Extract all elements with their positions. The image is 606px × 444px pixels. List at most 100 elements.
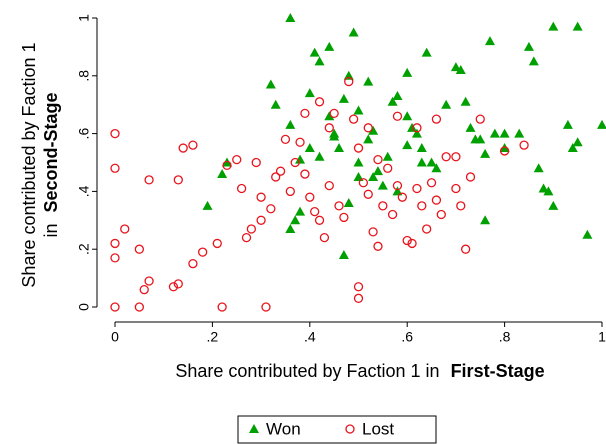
point [285,13,296,22]
point [392,186,403,196]
point [246,224,257,234]
point [285,119,296,129]
y-tick-label: 1 [76,14,92,22]
point [329,128,340,138]
y-label-prefix: in [41,224,61,238]
point [134,244,145,254]
point [285,223,296,233]
point [514,128,525,138]
point [304,88,315,98]
point [363,76,374,86]
y-axis-label: Share contributed by Faction 1 [19,42,39,287]
point [188,258,198,269]
point [217,302,227,312]
point [373,241,383,251]
point [120,224,130,234]
point [480,148,491,158]
point [314,56,325,66]
point [168,282,179,292]
point [300,108,310,119]
point [353,293,364,303]
point [212,238,222,249]
x-label-bold: First-Stage [451,361,545,381]
x-tick-label: .4 [304,329,316,345]
point [489,128,500,138]
point [475,114,485,124]
point [412,183,422,194]
point [241,232,252,243]
legend-label: Won [266,419,301,438]
point [460,96,471,106]
point [353,171,364,181]
point [499,146,510,156]
point [363,189,373,199]
point [416,143,427,153]
point [334,143,345,153]
point [363,123,373,133]
point [198,247,208,257]
point [338,93,349,103]
point [295,154,306,164]
point [378,201,388,211]
point [431,163,442,173]
point [480,215,491,225]
point [173,279,183,289]
point [232,154,242,165]
point [300,169,310,179]
point [426,178,437,188]
point [533,163,544,173]
point [465,122,476,132]
point [202,200,213,210]
point [144,175,154,185]
point [353,105,364,115]
x-tick-label: 1 [598,329,606,345]
point [431,195,442,205]
point [329,108,339,119]
x-tick-label: .2 [207,329,219,345]
point [382,151,393,161]
y-axis-label-2: in Second-Stage [41,92,61,237]
point [499,128,510,138]
x-tick-label: 0 [111,329,119,345]
point [188,140,198,150]
point [455,65,466,75]
point [436,209,446,220]
point [348,27,359,37]
point [353,282,364,292]
point [387,209,398,220]
point [411,128,422,138]
point [173,175,183,185]
point [368,125,379,135]
point [358,178,369,188]
point [353,143,364,153]
point [343,197,354,207]
point [305,192,315,202]
point [344,76,354,87]
point [431,114,442,124]
point [538,183,549,193]
point [523,41,534,51]
point [280,134,291,145]
point [475,134,486,144]
point [519,140,529,150]
point [363,134,374,144]
point [417,201,427,211]
point [450,62,461,72]
x-label-text: Share contributed by Faction 1 in [175,361,439,381]
point [402,111,413,121]
point [421,47,432,57]
point [392,111,403,121]
point [426,157,437,167]
point [134,302,145,312]
point [295,137,305,147]
point [256,215,266,225]
point [441,152,451,162]
point [270,99,281,109]
point [548,21,559,31]
legend-box [237,415,437,444]
y-tick-label: .4 [76,185,92,197]
point [402,235,412,246]
point [266,204,276,214]
point [368,171,379,181]
point [387,96,398,106]
